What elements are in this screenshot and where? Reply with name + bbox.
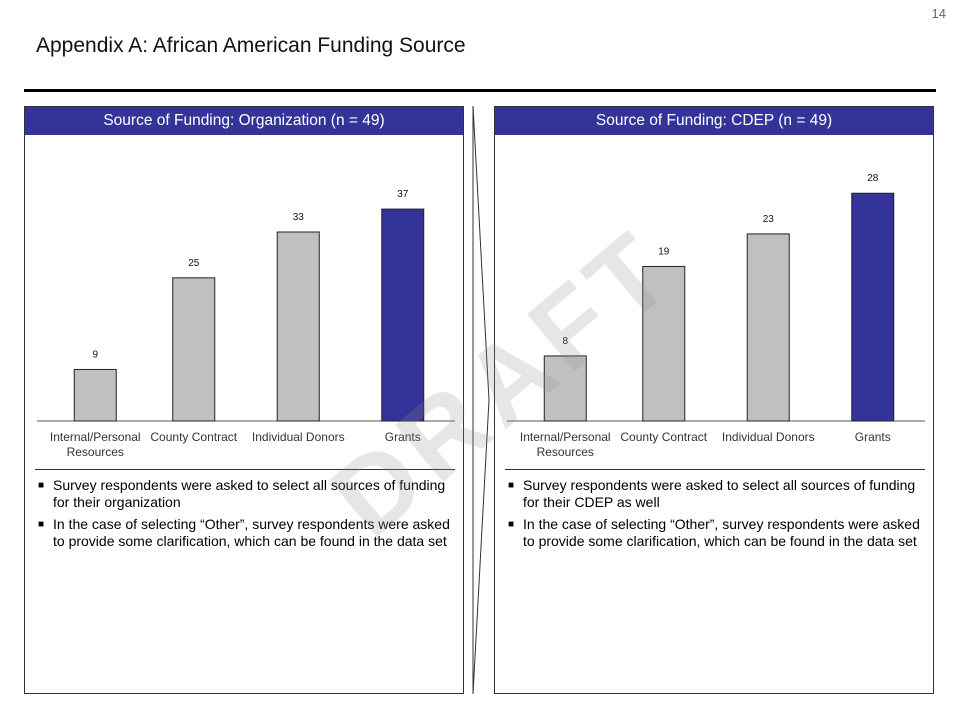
bullet-text: Survey respondents were asked to select … <box>53 477 446 510</box>
title-divider <box>24 89 936 92</box>
bullet-marker-icon: ■ <box>508 519 515 530</box>
organization-funding-panel: Source of Funding: Organization (n = 49)… <box>24 106 464 694</box>
bullet-text: In the case of selecting “Other”, survey… <box>523 516 920 549</box>
bullet-list: ■ Survey respondents were asked to select… <box>505 477 925 555</box>
category-label: County Contract <box>150 430 237 444</box>
data-label: 19 <box>658 246 670 257</box>
panel-header: Source of Funding: CDEP (n = 49) <box>495 107 933 135</box>
bar <box>73 368 117 422</box>
bullet-marker-icon: ■ <box>508 480 515 491</box>
panel-divider <box>35 469 455 470</box>
data-label: 28 <box>867 173 879 184</box>
data-label: 37 <box>397 189 409 200</box>
bar <box>172 277 216 422</box>
data-label: 8 <box>562 336 568 347</box>
slide-title: Appendix A: African American Funding Sou… <box>36 34 466 57</box>
panel-divider <box>505 469 925 470</box>
panel-header: Source of Funding: Organization (n = 49) <box>25 107 463 135</box>
cdep-funding-panel: Source of Funding: CDEP (n = 49) 8 Intern… <box>494 106 934 694</box>
category-label: Individual Donors <box>722 430 815 444</box>
bullet-list: ■ Survey respondents were asked to select… <box>35 477 455 555</box>
data-label: 9 <box>92 349 98 360</box>
data-label: 25 <box>188 258 200 269</box>
category-label: Individual Donors <box>252 430 345 444</box>
category-label: Grants <box>385 430 421 444</box>
category-label: Resources <box>537 445 594 459</box>
bullet-text: In the case of selecting “Other”, survey… <box>53 516 450 549</box>
bar <box>851 192 895 422</box>
bar <box>276 231 320 422</box>
bar <box>746 233 790 422</box>
bullet-item: ■ Survey respondents were asked to select… <box>35 477 455 511</box>
category-label: Grants <box>855 430 891 444</box>
category-label: Resources <box>67 445 124 459</box>
bar <box>543 355 587 422</box>
category-label: Internal/Personal <box>520 430 611 444</box>
bar <box>381 208 425 422</box>
data-label: 33 <box>293 212 305 223</box>
bullet-text: Survey respondents were asked to select … <box>523 477 916 510</box>
category-label: Internal/Personal <box>50 430 141 444</box>
bullet-item: ■ Survey respondents were asked to select… <box>505 477 925 511</box>
bullet-item: ■ In the case of selecting “Other”, surve… <box>505 516 925 550</box>
bullet-marker-icon: ■ <box>38 519 45 530</box>
category-label: County Contract <box>620 430 707 444</box>
page-number: 14 <box>931 6 946 21</box>
data-label: 23 <box>763 214 775 225</box>
bullet-marker-icon: ■ <box>38 480 45 491</box>
bullet-item: ■ In the case of selecting “Other”, surve… <box>35 516 455 550</box>
bar <box>642 265 686 422</box>
